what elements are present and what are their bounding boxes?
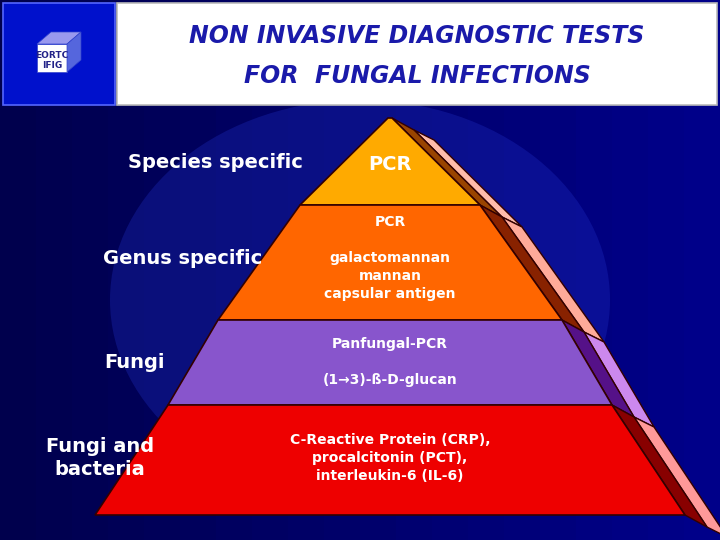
Polygon shape	[584, 332, 654, 427]
Text: EORTC: EORTC	[35, 51, 68, 60]
Text: IFIG: IFIG	[42, 60, 62, 70]
Polygon shape	[634, 417, 720, 537]
Text: Genus specific: Genus specific	[104, 248, 263, 267]
Bar	[684, 0, 720, 540]
Ellipse shape	[110, 100, 610, 500]
Polygon shape	[414, 130, 522, 227]
Polygon shape	[612, 405, 707, 527]
Bar	[0, 0, 36, 540]
Polygon shape	[218, 205, 562, 320]
Polygon shape	[300, 118, 480, 205]
FancyBboxPatch shape	[3, 3, 115, 105]
Bar	[360, 0, 396, 540]
Bar	[288, 0, 324, 540]
Polygon shape	[168, 320, 612, 405]
Polygon shape	[502, 217, 604, 342]
Bar	[648, 0, 684, 540]
Bar	[468, 0, 504, 540]
Polygon shape	[37, 44, 67, 72]
Text: C-Reactive Protein (CRP),
procalcitonin (PCT),
interleukin-6 (IL-6): C-Reactive Protein (CRP), procalcitonin …	[289, 433, 490, 483]
Bar	[540, 0, 576, 540]
Polygon shape	[37, 32, 81, 44]
Bar	[72, 0, 108, 540]
Polygon shape	[392, 118, 502, 217]
Bar	[612, 0, 648, 540]
Bar	[432, 0, 468, 540]
Bar	[108, 0, 144, 540]
Bar	[396, 0, 432, 540]
Text: PCR

galactomannan
mannan
capsular antigen: PCR galactomannan mannan capsular antige…	[324, 215, 456, 301]
Text: Fungi and
bacteria: Fungi and bacteria	[46, 437, 154, 480]
Bar	[216, 0, 252, 540]
Bar	[576, 0, 612, 540]
Text: Species specific: Species specific	[127, 152, 302, 172]
Polygon shape	[562, 320, 634, 417]
Text: Panfungal-PCR

(1→3)-ß-D-glucan: Panfungal-PCR (1→3)-ß-D-glucan	[323, 337, 457, 387]
Bar	[144, 0, 180, 540]
FancyBboxPatch shape	[117, 3, 717, 105]
Text: Fungi: Fungi	[104, 353, 166, 372]
Polygon shape	[67, 32, 81, 72]
Bar	[504, 0, 540, 540]
Text: FOR  FUNGAL INFECTIONS: FOR FUNGAL INFECTIONS	[243, 64, 590, 88]
Polygon shape	[95, 405, 685, 515]
Bar	[324, 0, 360, 540]
Text: NON INVASIVE DIAGNOSTIC TESTS: NON INVASIVE DIAGNOSTIC TESTS	[189, 24, 644, 48]
Bar	[36, 0, 72, 540]
Polygon shape	[480, 205, 584, 332]
Text: PCR: PCR	[368, 156, 412, 174]
Bar	[252, 0, 288, 540]
Bar	[180, 0, 216, 540]
